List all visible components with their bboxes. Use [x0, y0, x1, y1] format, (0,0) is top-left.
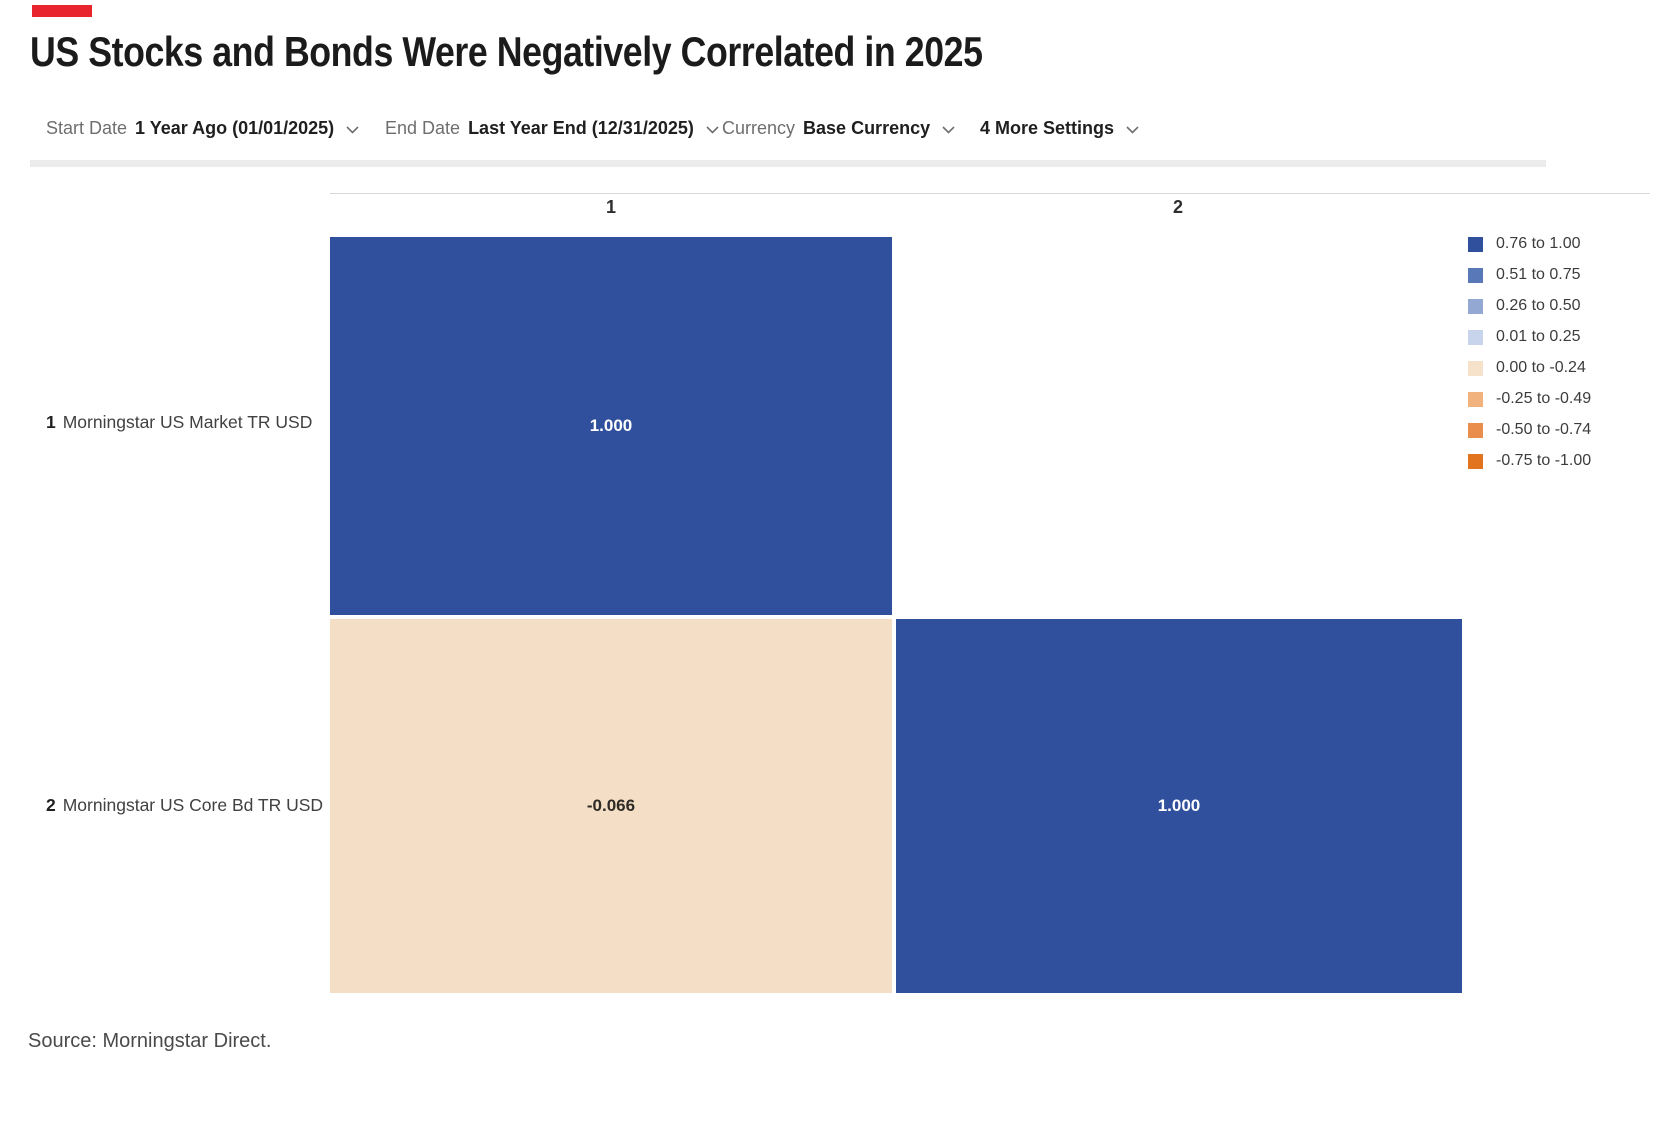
currency-value: Base Currency	[803, 118, 931, 138]
legend-label: 0.00 to -0.24	[1496, 359, 1586, 376]
legend-item: -0.75 to -1.00	[1468, 452, 1592, 469]
row-number: 1	[46, 412, 56, 432]
cell-value: -0.066	[586, 796, 636, 815]
legend-swatch	[1468, 391, 1483, 407]
legend-swatch	[1468, 453, 1483, 469]
end-date-label: End Date	[385, 118, 461, 138]
matrix-top-rule	[330, 193, 1650, 194]
column-header-1: 1	[605, 197, 616, 217]
legend-label: 0.51 to 0.75	[1496, 266, 1581, 283]
legend-label: 0.76 to 1.00	[1496, 235, 1581, 252]
column-header-2: 2	[1172, 197, 1183, 217]
red-accent-bar	[32, 5, 92, 17]
matrix-cell-r2c2[interactable]: 1.000	[896, 619, 1462, 993]
start-date-label: Start Date	[46, 118, 128, 138]
legend-item: 0.00 to -0.24	[1468, 359, 1591, 376]
end-date-dropdown[interactable]: End Date Last Year End (12/31/2025)	[385, 118, 719, 139]
currency-dropdown[interactable]: Currency Base Currency	[722, 118, 955, 139]
cell-value: 1.000	[1157, 796, 1201, 815]
legend-swatch	[1468, 298, 1483, 314]
chevron-down-icon	[706, 118, 719, 139]
legend-swatch	[1468, 360, 1483, 376]
page-title: US Stocks and Bonds Were Negatively Corr…	[30, 28, 983, 75]
legend-swatch	[1468, 329, 1483, 345]
chevron-down-icon	[1126, 118, 1139, 139]
cell-value: 1.000	[589, 416, 633, 435]
legend-item: 0.01 to 0.25	[1468, 328, 1591, 345]
legend-swatch	[1468, 236, 1483, 252]
legend-label: 0.26 to 0.50	[1496, 297, 1581, 314]
matrix-cell-r1c1[interactable]: 1.000	[330, 237, 892, 615]
legend-label: -0.75 to -1.00	[1496, 452, 1592, 469]
row-number: 2	[46, 795, 56, 815]
toolbar-divider	[30, 160, 1546, 167]
chevron-down-icon	[346, 118, 359, 139]
currency-label: Currency	[722, 118, 796, 138]
more-settings-value: 4 More Settings	[980, 118, 1115, 138]
chevron-down-icon	[942, 118, 955, 139]
legend-label: -0.25 to -0.49	[1496, 390, 1592, 407]
legend-item: -0.25 to -0.49	[1468, 390, 1592, 407]
row-name: Morningstar US Core Bd TR USD	[62, 795, 324, 815]
source-note: Source: Morningstar Direct.	[28, 1030, 272, 1052]
end-date-value: Last Year End (12/31/2025)	[468, 118, 694, 138]
legend-item: -0.50 to -0.74	[1468, 421, 1592, 438]
legend-swatch	[1468, 267, 1483, 283]
settings-toolbar: Start Date 1 Year Ago (01/01/2025) End D…	[0, 118, 1656, 152]
correlation-legend: 0.76 to 1.00 0.51 to 0.75 0.26 to 0.50 0…	[1468, 235, 1592, 469]
matrix-cell-r2c1[interactable]: -0.066	[330, 619, 892, 993]
legend-swatch	[1468, 422, 1483, 438]
row-name: Morningstar US Market TR USD	[62, 412, 313, 432]
legend-item: 0.76 to 1.00	[1468, 235, 1591, 252]
more-settings-dropdown[interactable]: 4 More Settings	[980, 118, 1139, 139]
legend-item: 0.26 to 0.50	[1468, 297, 1591, 314]
legend-item: 0.51 to 0.75	[1468, 266, 1591, 283]
legend-label: -0.50 to -0.74	[1496, 421, 1592, 438]
legend-label: 0.01 to 0.25	[1496, 328, 1581, 345]
start-date-dropdown[interactable]: Start Date 1 Year Ago (01/01/2025)	[46, 118, 359, 139]
start-date-value: 1 Year Ago (01/01/2025)	[135, 118, 335, 138]
row-label-1: 1 Morningstar US Market TR USD	[46, 412, 312, 433]
row-label-2: 2 Morningstar US Core Bd TR USD	[46, 795, 323, 816]
